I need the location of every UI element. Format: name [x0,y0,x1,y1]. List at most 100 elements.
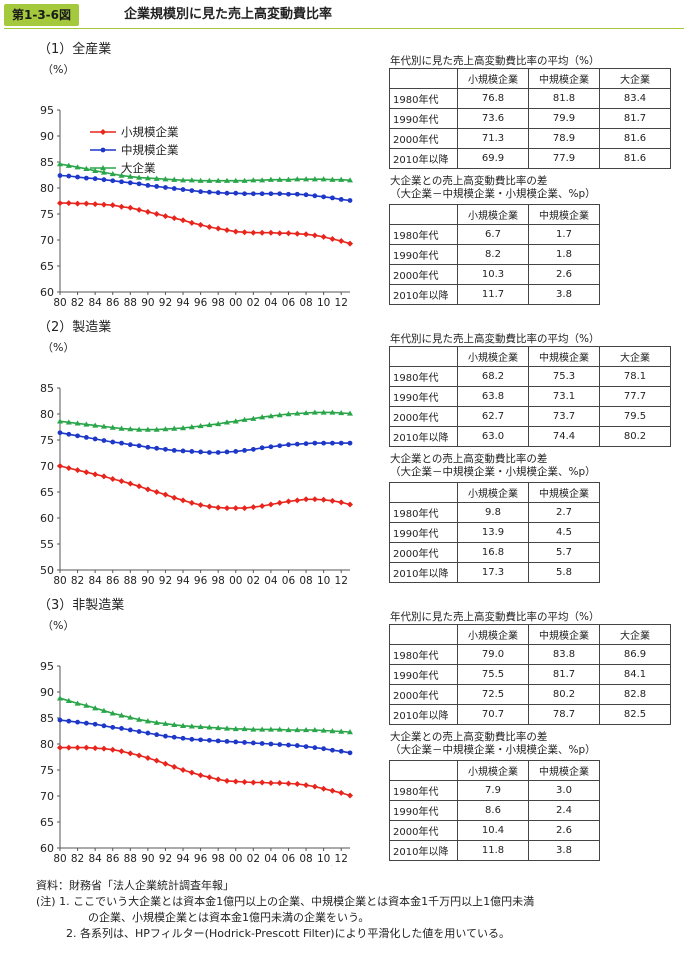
data-point [276,412,283,418]
data-point [294,441,300,447]
data-point [83,165,90,171]
data-point [144,718,151,724]
data-point [92,201,99,208]
data-point [153,175,160,181]
data-point [83,175,89,181]
table-cell: 68.2 [457,366,529,387]
data-point [74,164,81,170]
data-point [57,161,63,167]
data-point [206,724,213,730]
table-row: 1980年代 9.8 2.7 [389,502,600,523]
table-cell: 78.7 [528,704,600,725]
data-point [223,725,230,731]
x-tick-label: 90 [141,297,154,309]
data-point [57,695,63,701]
table-cell: 77.7 [599,386,671,407]
row-label: 2010年以降 [389,284,458,305]
data-point [118,172,125,178]
diff-table-caption: 大企業との売上高変動費比率の差 [390,175,548,187]
table-row: 2000年代 10.3 2.6 [389,264,600,285]
row-label: 1990年代 [389,386,458,407]
data-point [206,421,213,428]
data-point [57,430,63,436]
data-point [250,191,256,197]
table-cell: 5.7 [528,542,600,563]
row-label: 1980年代 [389,780,458,801]
data-point [74,420,81,426]
data-point [127,750,134,757]
y-tick-label: 70 [40,234,54,247]
data-point [303,231,310,238]
x-tick-label: 12 [335,297,348,309]
data-point [267,413,274,419]
series-line [60,202,351,245]
data-point [109,424,116,430]
data-point [250,415,257,421]
table-cell: 2.6 [528,264,600,285]
data-point [198,449,204,455]
y-tick-label: 70 [40,790,54,803]
data-point [285,498,292,505]
data-point [145,730,151,736]
table-row: 2010年以降 63.0 74.4 80.2 [389,426,671,447]
data-point [163,185,168,190]
row-label: 1980年代 [389,224,458,245]
table-cell: 1.7 [528,224,600,245]
row-label: 1980年代 [389,366,458,387]
legend-marker [100,147,106,153]
row-label: 2010年以降 [389,426,458,447]
x-tick-label: 02 [247,853,260,865]
header-divider [4,28,684,29]
column-header: 小規模企業 [457,68,529,89]
data-point [109,170,116,177]
data-point [57,744,63,751]
data-point [338,176,345,182]
data-point [127,173,134,179]
data-point [119,179,124,185]
data-point [250,740,256,746]
column-header: 小規模企業 [457,624,529,645]
data-point [197,422,204,429]
data-point [241,778,248,785]
section-3: （3）非製造業 （%） 60 65 70 75 80 85 90 95 80 82 84 86 88 90 92… [0,598,688,868]
y-axis-unit: （%） [42,63,74,76]
x-tick-label: 80 [53,297,66,309]
data-point [57,717,63,723]
data-point [267,501,274,508]
data-point [224,190,230,196]
data-point [250,177,257,183]
data-point [145,183,151,188]
data-point [127,180,133,186]
data-point [100,201,107,208]
table-row: 2000年代 71.3 78.9 81.6 [389,128,671,149]
data-point [338,197,344,202]
data-point [101,723,107,729]
data-point [250,779,257,786]
x-tick-label: 80 [53,575,66,587]
x-tick-label: 90 [141,575,154,587]
table-cell: 70.7 [457,704,529,725]
table-row: 2010年以降 70.7 78.7 82.5 [389,704,671,725]
data-point [215,738,221,744]
data-point [100,473,107,480]
section-title: （3）非製造業 [38,598,125,613]
data-point [312,193,318,199]
series-medium [57,173,353,203]
data-point [171,215,178,222]
x-tick-label: 98 [211,853,224,865]
x-tick-label: 98 [211,575,224,587]
row-label: 1980年代 [389,88,458,109]
column-header: 中規模企業 [528,482,600,503]
table-corner [389,482,458,503]
data-point [144,208,151,215]
table-cell: 69.9 [457,148,529,169]
avg-table-caption: 年代別に見た売上高変動費比率の平均（%） [390,55,600,67]
data-point [277,742,283,747]
x-axis-unit: （年度） [304,864,348,866]
row-label: 2000年代 [389,264,458,285]
row-label: 2000年代 [389,684,458,705]
data-point [347,792,353,799]
data-point [65,200,72,207]
row-label: 1990年代 [389,522,458,543]
data-point [303,726,310,733]
